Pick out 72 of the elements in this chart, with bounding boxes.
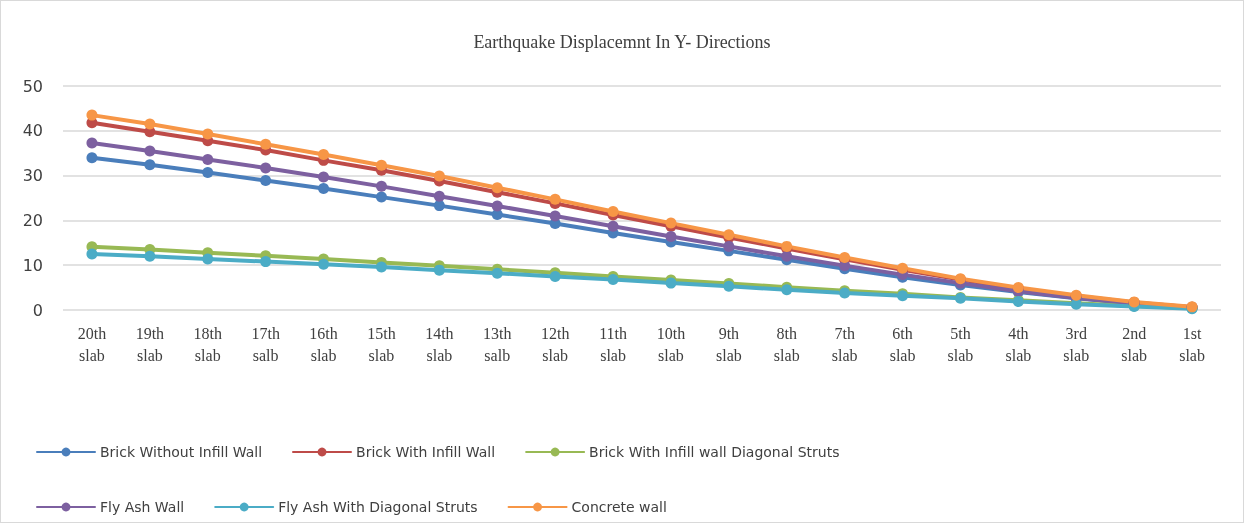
point: [433, 170, 445, 182]
x-tick-label: 8th slab: [773, 324, 800, 364]
legend-label: Concrete wall: [571, 499, 667, 515]
x-tick-label: 13th salb: [483, 324, 512, 364]
point: [491, 200, 503, 212]
x-tick-label: 16th slab: [309, 324, 338, 364]
legend-label: Brick With Infill Wall: [356, 444, 496, 460]
point: [86, 248, 98, 260]
point: [202, 253, 214, 265]
x-tick-label: 5th slab: [947, 324, 974, 364]
point: [549, 193, 561, 205]
y-tick-label: 50: [22, 76, 43, 96]
x-tick-label: 18th slab: [193, 324, 222, 364]
x-tick-label: 20th slab: [77, 324, 107, 364]
point: [491, 182, 503, 194]
point: [318, 183, 330, 195]
legend-label: Brick With Infill wall Diagonal Struts: [589, 444, 840, 460]
x-tick-label: 15th slab: [367, 324, 396, 364]
point: [86, 137, 98, 149]
x-tick-label: 7th slab: [831, 324, 858, 364]
point: [607, 205, 619, 217]
point: [607, 274, 619, 286]
point: [491, 267, 503, 279]
chart-title: Earthquake Displacemnt In Y- Directions: [473, 32, 771, 52]
point: [318, 149, 330, 161]
x-tick-label: 19th slab: [135, 324, 165, 364]
y-tick-label: 10: [22, 255, 43, 275]
point: [549, 210, 561, 222]
point: [375, 261, 387, 273]
point: [202, 153, 214, 165]
point: [144, 118, 156, 130]
y-tick-label: 30: [22, 166, 43, 186]
x-tick-label: 14th slab: [425, 324, 454, 364]
point: [433, 190, 445, 202]
point: [375, 159, 387, 171]
point: [86, 152, 98, 164]
point: [318, 171, 330, 183]
point: [375, 191, 387, 203]
point: [607, 220, 619, 232]
y-tick-label: 20: [22, 210, 43, 230]
point: [318, 258, 330, 270]
point: [144, 250, 156, 262]
point: [433, 200, 445, 212]
legend-label: Fly Ash Wall: [100, 499, 185, 515]
point: [202, 128, 214, 140]
point: [433, 264, 445, 276]
point: [144, 145, 156, 157]
x-tick-label: 11th slab: [599, 324, 627, 364]
point: [723, 240, 735, 252]
x-tick-label: 2nd slab: [1121, 324, 1148, 364]
x-tick-label: 4th slab: [1005, 324, 1032, 364]
x-tick-label: 10th slab: [656, 324, 686, 364]
legend-label: Fly Ash With Diagonal Struts: [278, 499, 478, 515]
x-tick-label: 9th slab: [715, 324, 742, 364]
x-tick-label: 17th salb: [251, 324, 280, 364]
point: [375, 180, 387, 192]
y-tick-label: 40: [22, 121, 43, 141]
point: [260, 256, 272, 268]
y-tick-label: 0: [32, 300, 43, 320]
point: [202, 166, 214, 178]
point: [260, 162, 272, 174]
point: [144, 159, 156, 171]
x-tick-label: 3rd slab: [1063, 324, 1090, 364]
legend-label: Brick Without Infill Wall: [100, 444, 263, 460]
point: [86, 109, 98, 121]
point: [781, 250, 793, 262]
point: [260, 138, 272, 150]
point: [665, 231, 677, 243]
x-tick-label: 6th slab: [889, 324, 916, 364]
x-tick-label: 12th slab: [540, 324, 570, 364]
point: [260, 175, 272, 187]
x-tick-label: 1st slab: [1179, 324, 1205, 364]
